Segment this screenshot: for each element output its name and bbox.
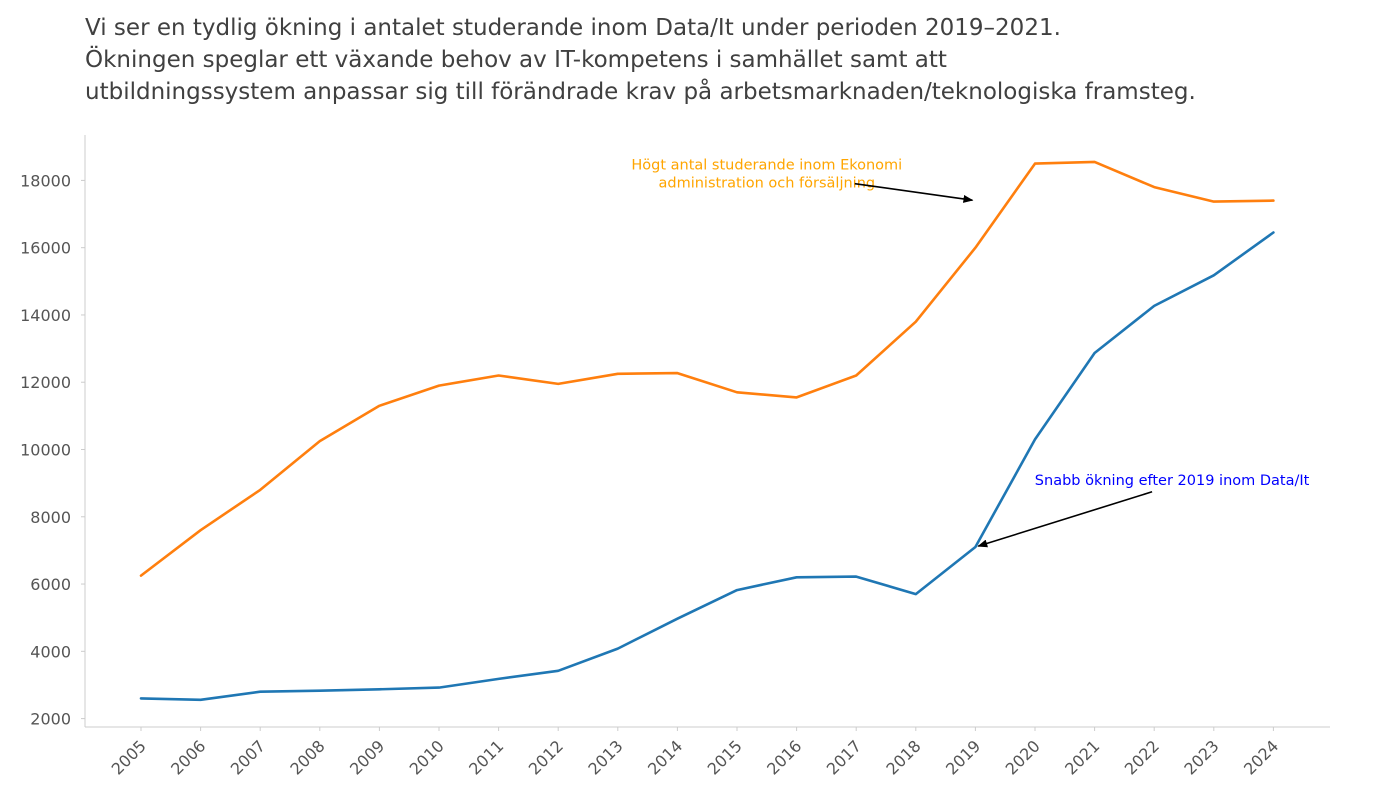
chart-title-line-3: utbildningssystem anpassar sig till förä…: [85, 79, 1196, 105]
chart-title-line-1: Vi ser en tydlig ökning i antalet studer…: [85, 15, 1061, 41]
annotation-text-1: Högt antal studerande inom Ekonomi admini…: [631, 158, 902, 192]
chart-title-line-2: Ökningen speglar ett växande behov av IT…: [85, 47, 947, 73]
x-tick-label: 2005: [108, 736, 150, 778]
x-tick-label: 2011: [465, 736, 507, 778]
series-line-2: [139, 231, 1275, 702]
x-tick-label: 2015: [704, 736, 746, 778]
series-layer: [139, 160, 1275, 702]
series-line-1: [139, 160, 1275, 577]
y-tick-label: 6000: [30, 575, 71, 594]
y-tick-label: 10000: [20, 441, 71, 460]
x-tick-label: 2023: [1180, 736, 1222, 778]
axes: 2000 4000 6000 8000 10000 12000 14000 16000 1800…: [20, 135, 1330, 779]
y-tick-label: 2000: [30, 710, 71, 729]
x-tick-label: 2013: [584, 736, 626, 778]
annotation-line: administration och försäljning: [658, 176, 875, 192]
annotation-arrow-1: [854, 182, 974, 203]
annotation-line: Snabb ökning efter 2019 inom Data/It: [1035, 473, 1310, 489]
chart-title: Vi ser en tydlig ökning i antalet studer…: [85, 12, 1385, 108]
x-tick-label: 2024: [1240, 736, 1282, 778]
annotation-text-2: Snabb ökning efter 2019 inom Data/It: [1035, 473, 1310, 489]
y-tick-label: 16000: [20, 239, 71, 258]
x-tick-label: 2018: [882, 736, 924, 778]
x-tick-label: 2022: [1121, 736, 1163, 778]
annotation-layer: Högt antal studerande inom Ekonomi admini…: [631, 158, 1310, 548]
x-tick-label: 2012: [525, 736, 567, 778]
x-tick-label: 2016: [763, 736, 805, 778]
x-tick-label: 2007: [227, 736, 269, 778]
y-tick-label: 18000: [20, 171, 71, 190]
annotation-arrow-2: [977, 491, 1153, 548]
x-tick-label: 2006: [167, 736, 209, 778]
x-tick-label: 2009: [346, 736, 388, 778]
x-tick-label: 2014: [644, 736, 686, 778]
y-tick-label: 4000: [30, 642, 71, 661]
y-tick-label: 14000: [20, 306, 71, 325]
y-tick-label: 8000: [30, 508, 71, 527]
x-tick-label: 2008: [286, 736, 328, 778]
y-tick-label: 12000: [20, 373, 71, 392]
x-tick-label: 2019: [942, 736, 984, 778]
x-tick-label: 2021: [1061, 736, 1103, 778]
x-tick-label: 2010: [406, 736, 448, 778]
x-tick-label: 2020: [1002, 736, 1044, 778]
x-tick-label: 2017: [823, 736, 865, 778]
annotation-line: Högt antal studerande inom Ekonomi: [631, 158, 902, 174]
